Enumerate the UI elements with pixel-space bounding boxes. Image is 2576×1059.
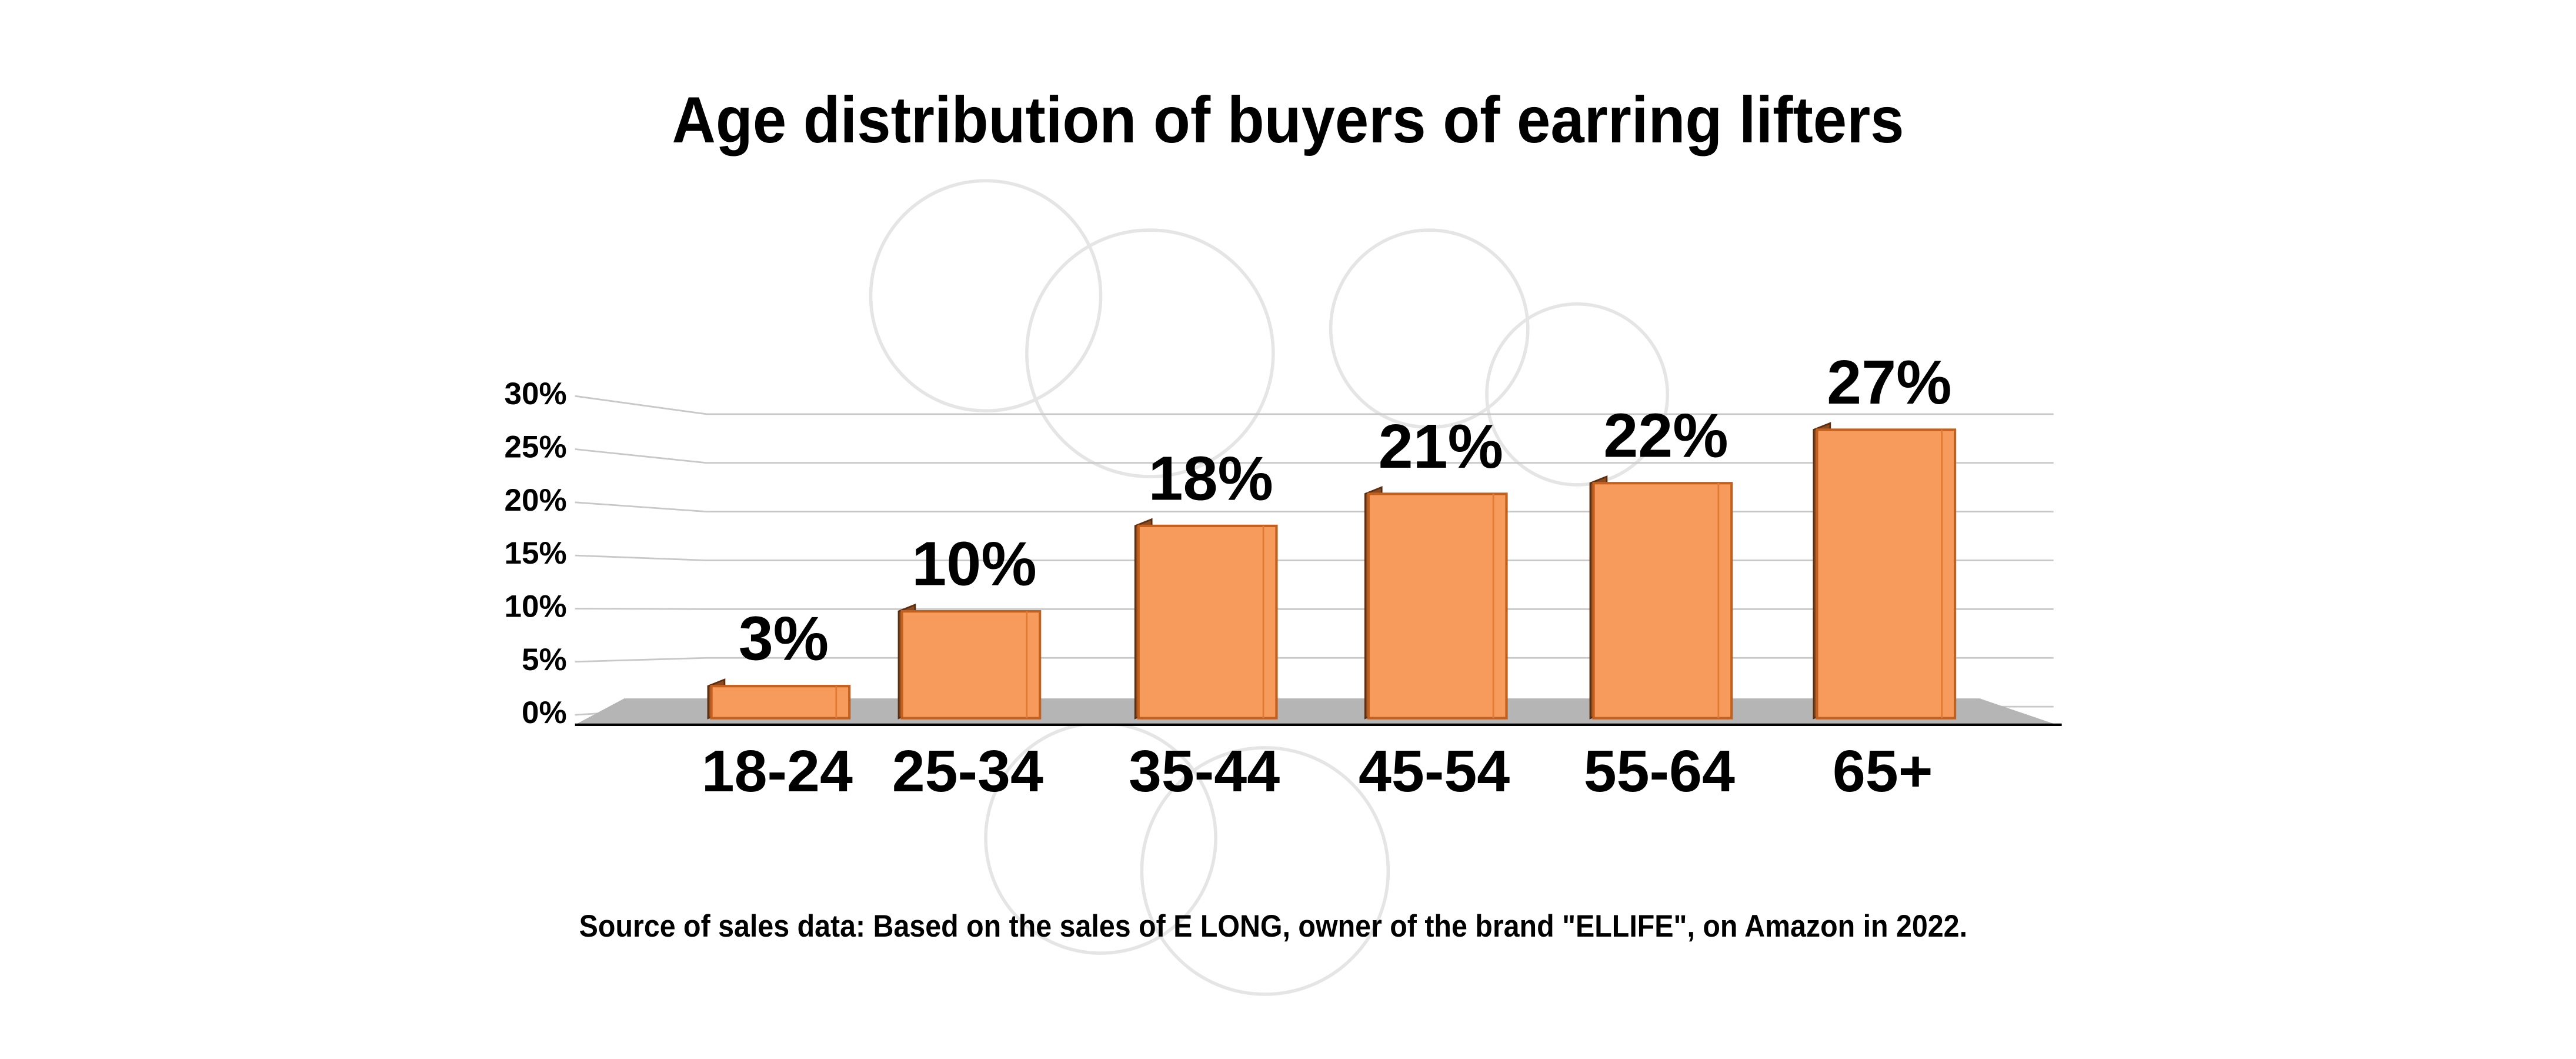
- grid-line: [575, 395, 2054, 415]
- bar: [1592, 482, 1733, 720]
- y-tick-label: 30%: [505, 377, 567, 411]
- grid-line: [575, 448, 2054, 464]
- bar: [710, 685, 851, 720]
- bar-group: [1364, 486, 1508, 720]
- value-label: 3%: [739, 604, 829, 674]
- value-label: 22%: [1603, 401, 1728, 471]
- y-tick-label: 10%: [505, 589, 567, 624]
- x-tick-label: 35-44: [1129, 738, 1280, 804]
- source-note: Source of sales data: Based on the sales…: [579, 909, 1967, 944]
- value-label: 27%: [1827, 348, 1951, 417]
- value-label: 21%: [1379, 412, 1503, 481]
- y-tick-label: 20%: [505, 483, 567, 518]
- bar-group: [1589, 475, 1733, 720]
- bar: [1137, 524, 1278, 720]
- value-label: 18%: [1149, 444, 1273, 513]
- y-tick-label: 0%: [522, 695, 567, 730]
- value-label: 10%: [912, 530, 1036, 599]
- bar: [900, 610, 1042, 720]
- y-tick-label: 5%: [522, 642, 567, 677]
- bar-group: [1134, 518, 1278, 720]
- bar-group: [707, 678, 851, 720]
- bar-group: [1813, 422, 1957, 720]
- chart-title: Age distribution of buyers of earring li…: [672, 83, 1904, 156]
- bar: [1816, 428, 1957, 720]
- x-tick-label: 65+: [1833, 738, 1933, 804]
- x-tick-label: 25-34: [892, 738, 1043, 804]
- x-tick-label: 18-24: [702, 738, 853, 804]
- bar-group: [897, 603, 1042, 720]
- bar: [1367, 492, 1508, 720]
- y-tick-label: 15%: [505, 536, 567, 571]
- x-tick-label: 45-54: [1359, 738, 1510, 804]
- x-tick-label: 55-64: [1584, 738, 1735, 804]
- y-tick-label: 25%: [505, 430, 567, 465]
